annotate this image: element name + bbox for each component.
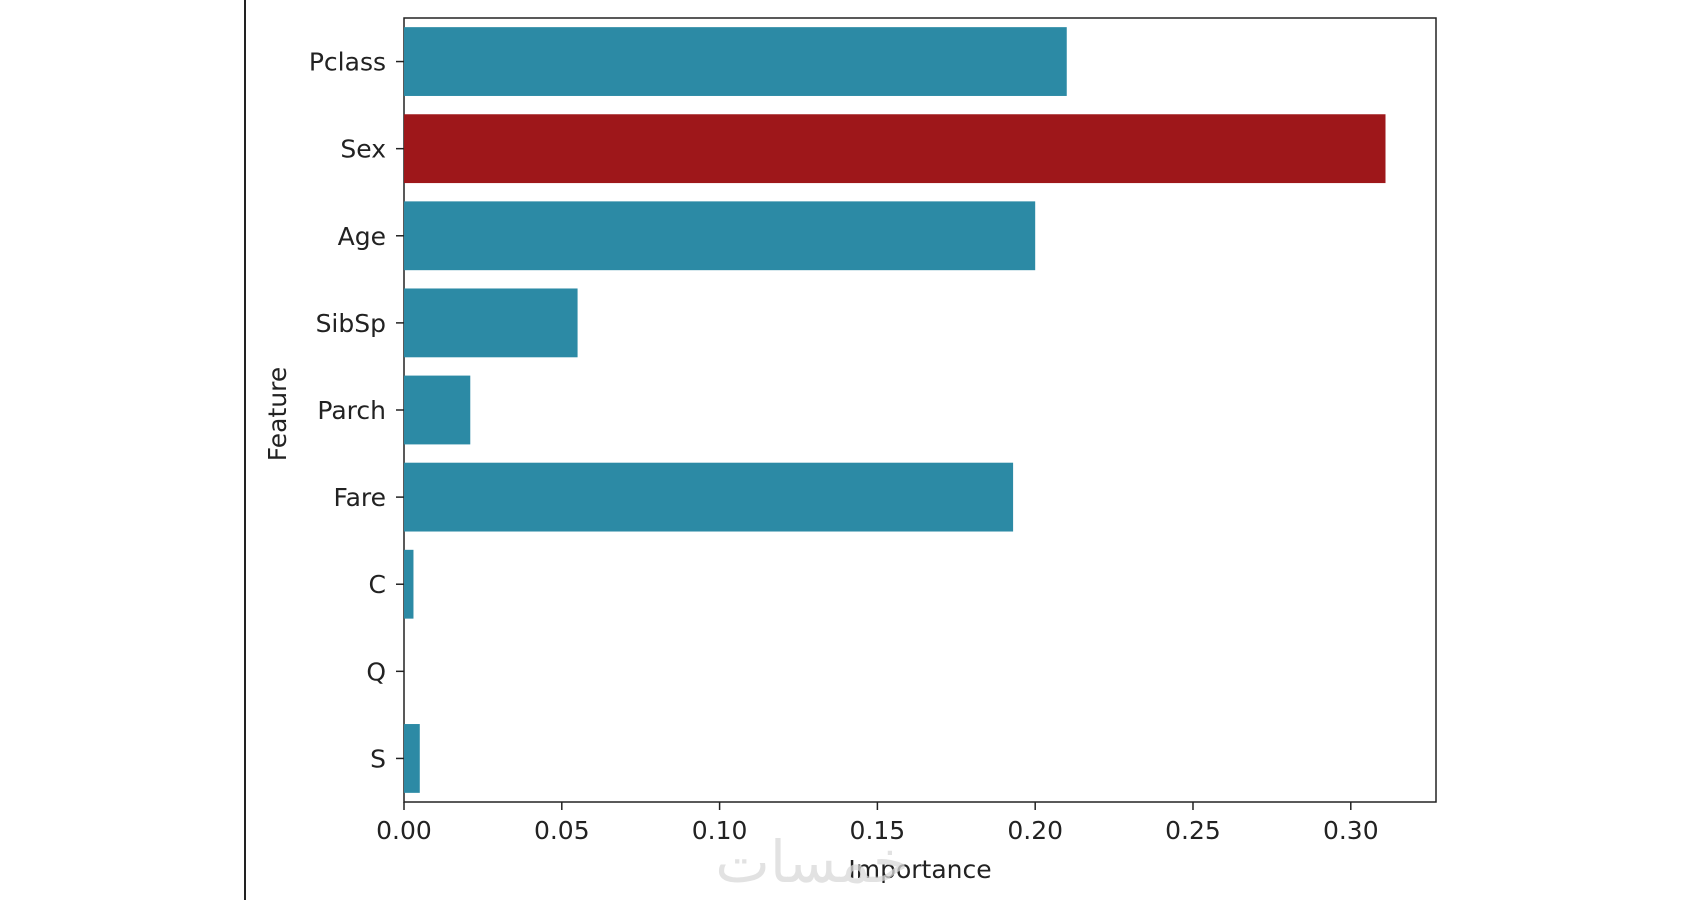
x-axis-title: Importance — [848, 855, 991, 884]
x-tick-label-6: 0.30 — [1323, 816, 1379, 845]
y-tick-label-parch: Parch — [317, 396, 386, 425]
bar-parch — [404, 375, 471, 445]
x-tick-label-1: 0.05 — [534, 816, 590, 845]
x-tick-label-3: 0.15 — [850, 816, 906, 845]
y-tick-label-age: Age — [338, 222, 386, 251]
bar-age — [404, 201, 1036, 271]
x-tick-label-2: 0.10 — [692, 816, 748, 845]
bar-s — [404, 724, 420, 793]
left-border-line — [244, 0, 246, 900]
bars-group — [404, 27, 1386, 793]
x-axis-ticks: 0.00 0.05 0.10 0.15 0.20 0.25 0.30 — [376, 802, 1379, 845]
bar-pclass — [404, 27, 1067, 96]
y-tick-label-sibsp: SibSp — [316, 309, 386, 338]
bar-fare — [404, 462, 1014, 532]
watermark-text: خمسات — [715, 828, 908, 896]
x-tick-label-5: 0.25 — [1165, 816, 1221, 845]
y-tick-label-sex: Sex — [340, 135, 386, 164]
x-tick-label-4: 0.20 — [1007, 816, 1063, 845]
y-tick-label-fare: Fare — [333, 483, 386, 512]
bar-sibsp — [404, 288, 578, 358]
x-tick-label-0: 0.00 — [376, 816, 432, 845]
y-tick-label-s: S — [370, 744, 386, 773]
y-axis-ticks: Pclass Sex Age SibSp Parch Fare C Q S — [309, 48, 404, 773]
y-tick-label-q: Q — [366, 657, 386, 686]
bar-sex — [404, 114, 1386, 184]
y-tick-label-pclass: Pclass — [309, 48, 386, 77]
y-tick-label-c: C — [369, 570, 386, 599]
y-axis-title: Feature — [263, 367, 292, 461]
bar-c — [404, 549, 414, 619]
